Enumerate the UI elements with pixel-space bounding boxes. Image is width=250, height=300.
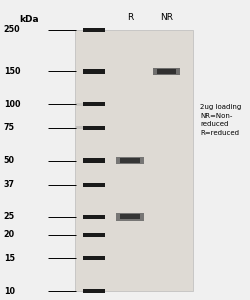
Text: 250: 250 [4,26,20,34]
FancyBboxPatch shape [82,214,105,219]
FancyBboxPatch shape [120,158,140,163]
FancyBboxPatch shape [120,214,140,219]
FancyBboxPatch shape [82,256,105,260]
Text: 100: 100 [4,100,20,109]
FancyBboxPatch shape [82,28,105,32]
Text: NR: NR [160,14,173,22]
Text: 50: 50 [4,156,15,165]
Text: R: R [127,14,133,22]
FancyBboxPatch shape [116,157,144,164]
FancyBboxPatch shape [82,102,105,106]
FancyBboxPatch shape [116,213,144,220]
FancyBboxPatch shape [82,158,105,163]
FancyBboxPatch shape [152,68,180,75]
Text: 15: 15 [4,254,15,262]
FancyBboxPatch shape [82,69,105,74]
Text: 75: 75 [4,123,15,132]
FancyBboxPatch shape [156,69,176,74]
FancyBboxPatch shape [82,233,105,237]
FancyBboxPatch shape [76,126,101,129]
Text: 37: 37 [4,180,15,189]
FancyBboxPatch shape [76,103,101,106]
FancyBboxPatch shape [82,289,105,293]
Text: 10: 10 [4,286,15,296]
FancyBboxPatch shape [82,183,105,187]
FancyBboxPatch shape [75,30,192,291]
Text: 25: 25 [4,212,15,221]
FancyBboxPatch shape [82,125,105,130]
Text: 150: 150 [4,67,20,76]
Text: 2ug loading
NR=Non-
reduced
R=reduced: 2ug loading NR=Non- reduced R=reduced [200,104,241,136]
Text: 20: 20 [4,230,15,239]
Text: kDa: kDa [19,15,38,24]
